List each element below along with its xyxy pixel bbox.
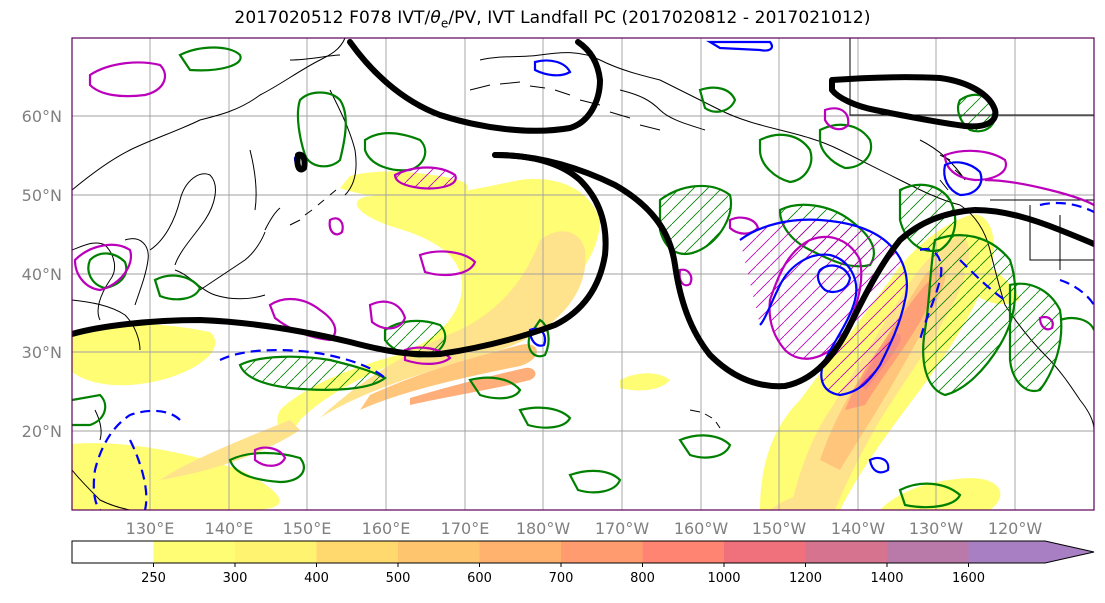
title-suffix: /PV, IVT Landfall PC (2017020812 - 20170…: [448, 8, 871, 28]
colorbar-swatch: [561, 541, 643, 563]
colorbar-swatch: [805, 541, 888, 563]
colorbar-tick-label: 600: [467, 571, 492, 586]
lon-label-150w: 150°W: [752, 519, 807, 538]
colorbar-tick-label: 500: [386, 571, 411, 586]
colorbar-swatch: [479, 541, 562, 563]
title-theta-subscript: e: [440, 16, 449, 31]
lat-label-20n: 20°N: [22, 422, 62, 441]
map-panel: [72, 38, 1094, 510]
theta-e-contours: [72, 46, 1094, 509]
colorbar-tick-label: 800: [630, 571, 655, 586]
colorbar-tick-label: 1000: [707, 571, 740, 586]
lat-label-30n: 30°N: [22, 343, 62, 362]
lon-label-160e: 160°E: [362, 519, 411, 538]
lon-label-150e: 150°E: [283, 519, 332, 538]
colorbar-tick-label: 300: [223, 571, 248, 586]
lon-label-180w: 180°W: [516, 519, 571, 538]
colorbar-extend-arrow: [968, 541, 1094, 563]
lon-label-140w: 140°W: [831, 519, 886, 538]
lon-label-160w: 160°W: [674, 519, 729, 538]
map-frame: [71, 37, 1095, 511]
ivt-colorbar: 250 300 400 500 600 700 800 1000 1200 1400 1600: [71, 540, 1095, 586]
colorbar-tick-label: 1600: [952, 571, 985, 586]
pv-contours: [72, 39, 1094, 390]
colorbar-swatch: [72, 541, 154, 563]
colorbar-tick-label: 1400: [870, 571, 903, 586]
lat-label-50n: 50°N: [22, 186, 62, 205]
lon-label-140e: 140°E: [205, 519, 254, 538]
latitude-labels: 60°N 50°N 40°N 30°N 20°N: [22, 107, 62, 441]
lon-label-120w: 120°W: [988, 519, 1043, 538]
colorbar-tick-label: 700: [549, 571, 574, 586]
colorbar-swatch: [316, 541, 399, 563]
colorbar-tick-label: 250: [141, 571, 166, 586]
colorbar-swatch: [642, 541, 725, 563]
title-theta-symbol: θ: [430, 8, 441, 28]
colorbar-swatch: [398, 541, 480, 563]
longitude-labels: 130°E 140°E 150°E 160°E 170°E 180°W 170°…: [126, 519, 1043, 538]
lat-label-40n: 40°N: [22, 265, 62, 284]
ivt-pc-negative-contours: [92, 40, 1094, 510]
colorbar-swatch: [887, 541, 969, 563]
lon-label-170e: 170°E: [441, 519, 490, 538]
lon-label-130w: 130°W: [909, 519, 964, 538]
lon-label-130e: 130°E: [126, 519, 175, 538]
colorbar-swatch: [235, 541, 317, 563]
colorbar-tick-label: 400: [304, 571, 329, 586]
lon-label-170w: 170°W: [595, 519, 650, 538]
lat-label-60n: 60°N: [22, 107, 62, 126]
colorbar-tick-label: 1200: [789, 571, 822, 586]
colorbar-swatch: [724, 541, 806, 563]
colorbar-swatch: [153, 541, 236, 563]
colorbar-outline: [71, 540, 1095, 564]
ivt-filled-contours: [72, 171, 1020, 510]
map-title: 2017020512 F078 IVT/θe/PV, IVT Landfall …: [0, 8, 1105, 30]
title-prefix: 2017020512 F078 IVT/: [234, 8, 431, 28]
